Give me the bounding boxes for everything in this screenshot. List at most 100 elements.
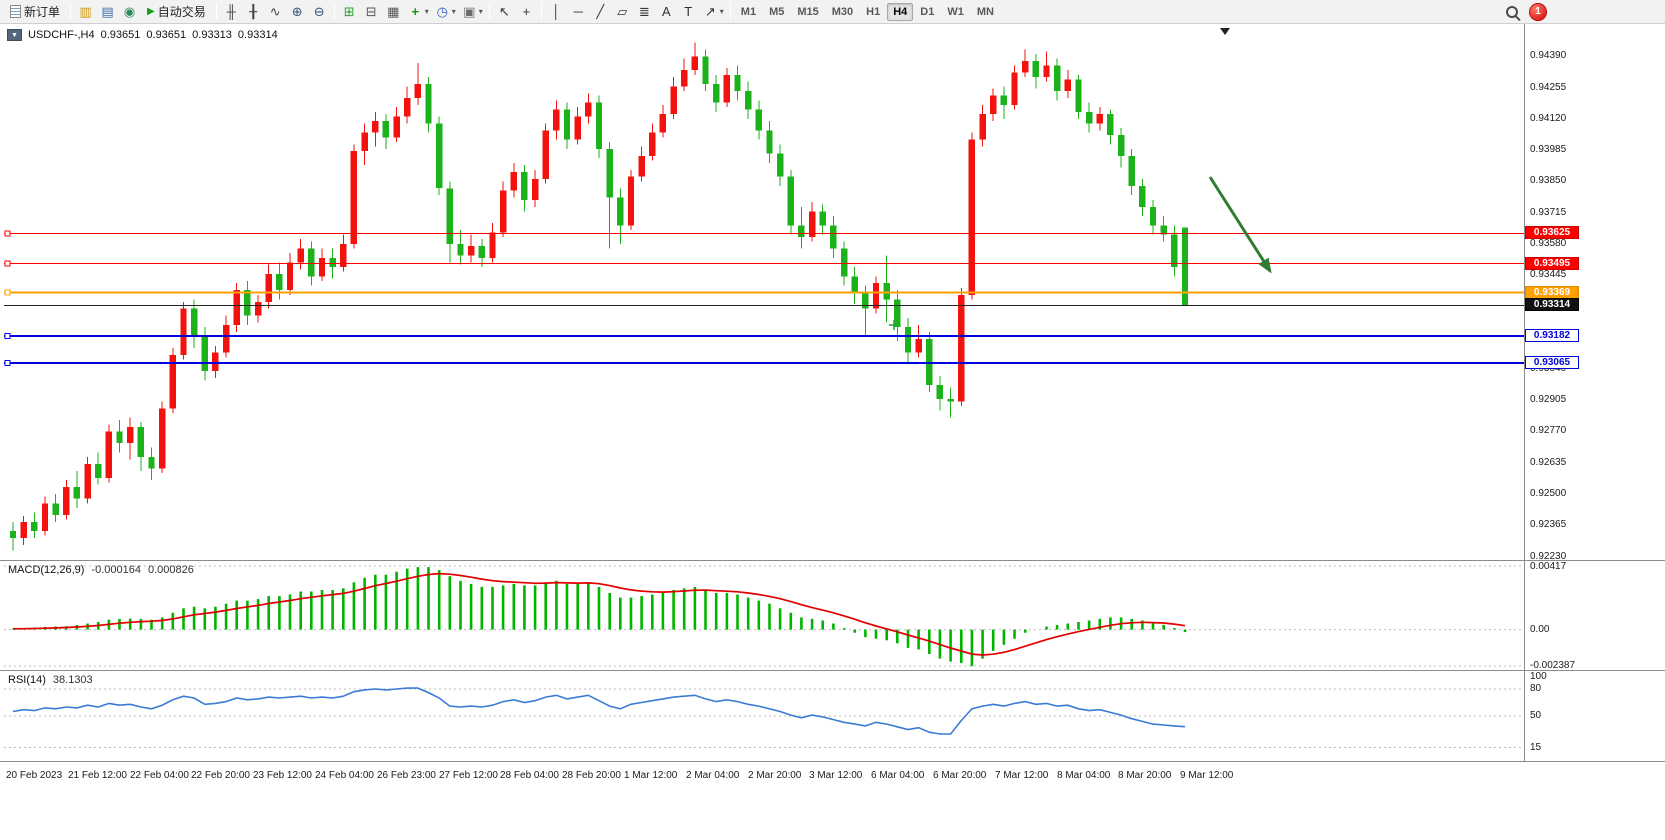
new-order-button[interactable]: 新订单: [4, 2, 66, 22]
trendline-icon[interactable]: ╱: [596, 3, 605, 19]
crosshair-icon[interactable]: +: [522, 3, 531, 19]
macd-tick-label: 0.00417: [1530, 561, 1567, 572]
periods-icon[interactable]: ◷: [436, 3, 448, 19]
arrows-caret-icon[interactable]: ▾: [719, 7, 724, 16]
search-icon[interactable]: [1506, 6, 1518, 18]
cascade-windows-icon[interactable]: ⊟: [365, 3, 377, 19]
price-level-tag[interactable]: 0.93495: [1525, 257, 1579, 270]
time-axis[interactable]: 20 Feb 2023 21 Feb 12:00 22 Feb 04:00 22 Fe…: [4, 762, 1664, 790]
horizontal-line-icon[interactable]: ─: [573, 3, 583, 19]
chart-shift-marker[interactable]: [1220, 28, 1230, 35]
indicators-icon[interactable]: +: [411, 3, 420, 19]
charts-icon[interactable]: ▥: [79, 3, 92, 19]
chart-window: ▼ USDCHF-,H4 0.93651 0.93651 0.93313 0.9…: [0, 24, 1665, 840]
window-arrange-group: ⊞ ⊟ ▦: [339, 2, 404, 22]
toolbar-separator: [729, 3, 731, 20]
auto-trading-button[interactable]: ▶ 自动交易: [141, 2, 212, 22]
chart-open-value: 0.93651: [100, 29, 141, 41]
price-tick-label: 0.92365: [1530, 519, 1567, 530]
timeframe-m1-button[interactable]: M1: [740, 5, 757, 18]
timeframe-m5-button[interactable]: M5: [769, 5, 785, 18]
navigator-icon[interactable]: ◉: [123, 3, 136, 19]
timeframe-d1-button[interactable]: D1: [920, 5, 935, 18]
toolbar-separator: [540, 3, 542, 20]
rsi-tick-label: 50: [1530, 710, 1542, 721]
price-tick-label: 0.92230: [1530, 551, 1567, 562]
timeframe-mn-button[interactable]: MN: [976, 5, 994, 18]
timeframe-w1-button[interactable]: W1: [947, 5, 964, 18]
panel-divider: [0, 761, 1665, 762]
candlestick-chart[interactable]: [4, 25, 1524, 560]
cursor-icon[interactable]: ↖: [498, 3, 510, 19]
time-axis-label: 8 Mar 04:00: [1057, 770, 1111, 781]
toolbar-separator: [488, 3, 490, 20]
price-level-tag[interactable]: 0.93065: [1525, 356, 1579, 369]
zoom-group: ⊕ ⊖: [287, 2, 330, 22]
tile-windows-icon[interactable]: ⊞: [343, 3, 355, 19]
time-axis-label: 3 Mar 12:00: [809, 770, 863, 781]
zoom-in-icon[interactable]: ⊕: [291, 3, 303, 19]
price-level-tag[interactable]: 0.93182: [1525, 329, 1579, 342]
toolbar-right-group: 1: [1506, 0, 1546, 24]
candles: [9, 42, 1189, 551]
rsi-tick-label: 100: [1530, 671, 1547, 682]
toolbar: 新订单 ▥ ▤ ◉ ▶ 自动交易 ╫ ╂ ∿ ⊕ ⊖ ⊞ ⊟ ▦ + ▾ ◷ ▾ ▣ ▾ ↖ + │ ─ ╱ ▱…: [0, 0, 1665, 24]
template-icon[interactable]: ▣: [463, 3, 476, 19]
new-order-label: 新订单: [24, 5, 61, 19]
candlestick-chart-icon[interactable]: ╂: [249, 3, 258, 19]
macd-signal-value: 0.000826: [147, 564, 194, 576]
notification-badge[interactable]: 1: [1530, 4, 1546, 20]
tile-vertical-icon[interactable]: ▦: [387, 3, 400, 19]
indicators-caret-icon[interactable]: ▾: [424, 7, 429, 16]
trend-arrow-annotation[interactable]: [1208, 176, 1277, 277]
data-window-icon[interactable]: ▤: [101, 3, 114, 19]
time-axis-label: 6 Mar 04:00: [871, 770, 925, 781]
time-axis-label: 7 Mar 12:00: [995, 770, 1049, 781]
timeframe-h1-button[interactable]: H1: [866, 5, 881, 18]
arrows-icon[interactable]: ↗: [704, 3, 716, 19]
chart-title: ▼ USDCHF-,H4 0.93651 0.93651 0.93313 0.9…: [7, 29, 278, 41]
line-chart-icon[interactable]: ∿: [269, 3, 281, 19]
price-tick-label: 0.94120: [1530, 113, 1567, 124]
equidistant-channel-icon[interactable]: ▱: [617, 3, 628, 19]
text-icon[interactable]: A: [661, 3, 671, 19]
time-axis-label: 28 Feb 20:00: [562, 770, 621, 781]
time-axis-label: 22 Feb 04:00: [130, 770, 189, 781]
level-lines[interactable]: [4, 230, 1524, 367]
zoom-out-icon[interactable]: ⊖: [313, 3, 325, 19]
price-level-tag[interactable]: 0.93625: [1525, 226, 1579, 239]
price-tick-label: 0.94255: [1530, 82, 1567, 93]
ohlc-bars-icon[interactable]: ╫: [226, 3, 236, 19]
price-tick-label: 0.92500: [1530, 488, 1567, 499]
symbol-dropdown-icon[interactable]: ▼: [7, 29, 22, 41]
macd-grid: [4, 565, 1524, 667]
play-icon: ▶: [147, 6, 155, 17]
macd-tick-label: 0.00: [1530, 624, 1550, 635]
macd-signal-line: [12, 572, 1186, 656]
time-axis-label: 9 Mar 12:00: [1180, 770, 1234, 781]
panel-icons-group: ▥ ▤ ◉: [75, 2, 140, 22]
timeframe-m15-button[interactable]: M15: [797, 5, 819, 18]
timeframes-group: M1 M5 M15 M30 H1 H4 D1 W1 MN: [735, 2, 1000, 21]
periods-caret-icon[interactable]: ▾: [451, 7, 456, 16]
macd-chart[interactable]: [4, 561, 1524, 670]
price-level-tag[interactable]: 0.93314: [1525, 298, 1579, 311]
fibonacci-icon[interactable]: ≣: [638, 3, 650, 19]
macd-axis[interactable]: 0.00417 0.00 -0.002387: [1525, 561, 1665, 671]
text-label-icon[interactable]: T: [684, 3, 693, 19]
chart-tools-group: + ▾ ◷ ▾ ▣ ▾: [405, 2, 485, 22]
vertical-line-icon[interactable]: │: [552, 3, 561, 19]
rsi-axis[interactable]: 100 80 50 15: [1525, 671, 1665, 761]
panel-divider[interactable]: [0, 670, 1665, 671]
price-axis[interactable]: 0.94390 0.94255 0.94120 0.93985 0.93850 0.937…: [1525, 25, 1665, 562]
plus-marker-annotation[interactable]: [889, 320, 899, 330]
rsi-value: 38.1303: [52, 674, 93, 686]
rsi-chart[interactable]: [4, 671, 1524, 761]
time-axis-label: 24 Feb 04:00: [315, 770, 374, 781]
macd-panel: MACD(12,26,9) -0.000164 0.000826: [4, 561, 1524, 670]
price-tick-label: 0.92905: [1530, 394, 1567, 405]
timeframe-m30-button[interactable]: M30: [831, 5, 854, 18]
panel-divider[interactable]: [0, 560, 1665, 561]
timeframe-h4-button[interactable]: H4: [887, 2, 914, 21]
template-caret-icon[interactable]: ▾: [478, 7, 483, 16]
